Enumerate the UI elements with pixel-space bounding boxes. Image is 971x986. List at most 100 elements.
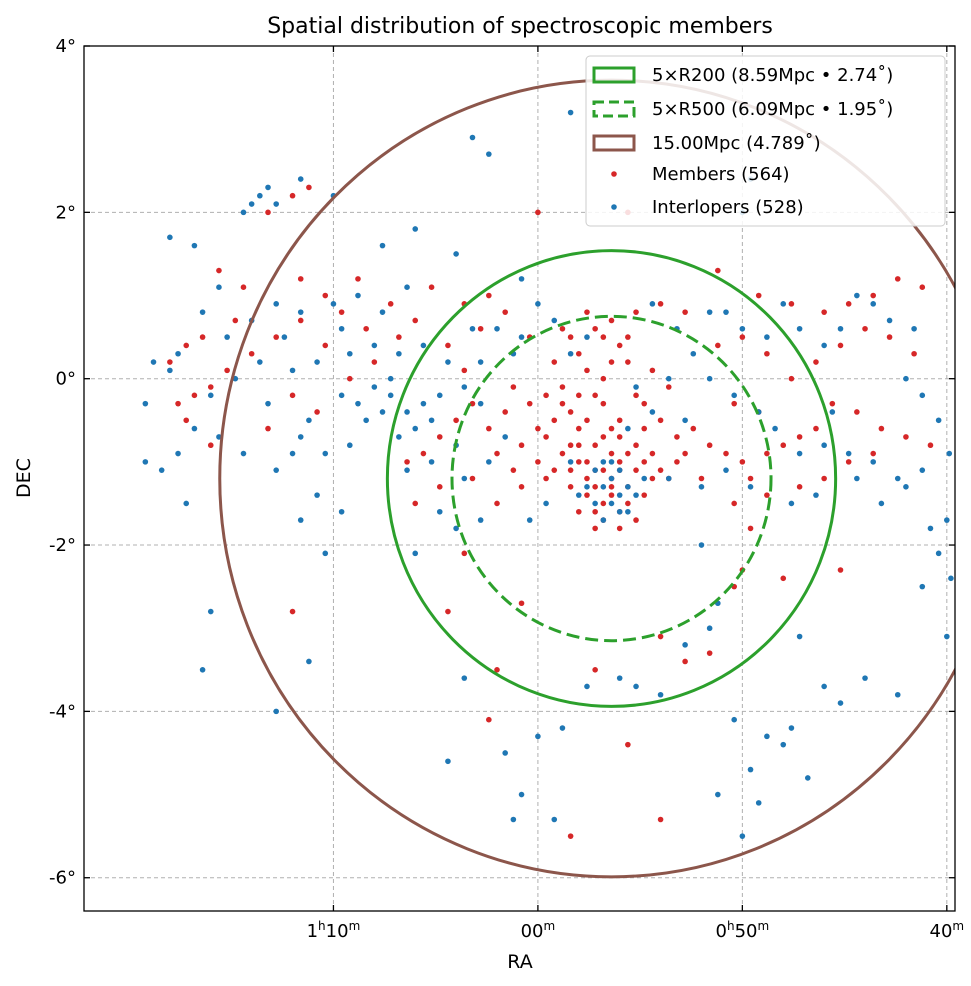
member-point — [813, 425, 819, 432]
member-point — [322, 292, 329, 299]
interloper-point — [518, 791, 525, 798]
member-point — [420, 450, 427, 457]
member-point — [387, 301, 394, 307]
interloper-point — [903, 484, 909, 490]
interloper-point — [453, 251, 459, 257]
member-point — [199, 334, 206, 340]
interloper-point — [150, 359, 157, 365]
interloper-point — [191, 425, 198, 432]
interloper-point — [723, 309, 729, 315]
member-point — [625, 500, 631, 507]
interloper-point — [739, 325, 746, 332]
interloper-point — [404, 467, 410, 473]
member-point — [813, 359, 819, 365]
member-point — [535, 209, 541, 216]
interloper-point — [608, 475, 615, 482]
member-point — [608, 317, 615, 324]
member-point — [690, 425, 697, 432]
legend-swatch — [592, 134, 636, 152]
interloper-point — [788, 725, 795, 731]
member-point — [567, 467, 574, 473]
member-point — [764, 350, 770, 357]
interloper-point — [919, 583, 926, 590]
interloper-point — [804, 775, 811, 781]
interloper-point — [927, 525, 934, 532]
interloper-point — [649, 301, 656, 307]
member-point — [657, 633, 664, 640]
interloper-point — [665, 375, 672, 382]
interloper-point — [813, 492, 819, 498]
interloper-point — [289, 367, 296, 374]
r500-circle — [450, 314, 773, 643]
member-point — [502, 309, 508, 315]
interloper-point — [935, 550, 942, 557]
member-point — [616, 342, 623, 349]
interloper-point — [346, 350, 353, 357]
member-point — [404, 459, 410, 465]
member-point — [461, 367, 468, 374]
interloper-point — [616, 467, 623, 473]
member-point — [346, 375, 353, 382]
member-point — [175, 400, 181, 407]
interloper-point — [862, 675, 868, 681]
legend-label: 5×R200 (8.59Mpc • 2.74˚) — [652, 65, 893, 86]
interloper-point — [690, 350, 697, 357]
interloper-point — [420, 342, 427, 349]
member-point — [469, 475, 476, 482]
interloper-point — [633, 492, 639, 498]
interloper-point — [461, 675, 468, 681]
member-point — [641, 400, 648, 407]
member-point — [510, 384, 517, 390]
interloper-point — [894, 691, 901, 698]
y-tick-label: -6° — [49, 868, 76, 889]
interloper-point — [436, 508, 443, 515]
member-point — [731, 500, 737, 507]
member-point — [739, 459, 746, 465]
interloper-point — [167, 367, 173, 374]
interloper-point — [428, 417, 435, 424]
member-point — [207, 442, 214, 449]
member-point — [608, 492, 615, 498]
interloper-point — [837, 325, 844, 332]
interloper-point — [796, 633, 803, 640]
interloper-point — [706, 375, 713, 382]
member-point — [837, 342, 844, 349]
interloper-point — [944, 517, 950, 523]
x-tick-label: 00m — [521, 919, 556, 942]
interloper-point — [387, 375, 394, 382]
y-tick-label: 0° — [56, 369, 76, 390]
member-point — [453, 417, 459, 424]
member-point — [412, 500, 419, 507]
interloper-point — [412, 425, 419, 432]
interloper-point — [731, 716, 737, 723]
interloper-point — [404, 409, 410, 415]
member-point — [633, 517, 639, 523]
interloper-point — [592, 467, 598, 473]
member-point — [469, 400, 476, 407]
interloper-point — [412, 226, 419, 232]
interloper-point — [616, 508, 623, 515]
member-point — [682, 450, 688, 457]
member-point — [461, 550, 468, 557]
interloper-point — [216, 284, 222, 291]
interloper-point — [142, 459, 149, 465]
member-point — [625, 450, 631, 457]
interloper-point — [551, 816, 558, 823]
interloper-point — [428, 459, 435, 465]
interloper-point — [747, 484, 754, 490]
interloper-point — [584, 683, 590, 690]
member-point — [567, 409, 574, 415]
interloper-point — [477, 400, 484, 407]
interloper-point — [469, 134, 476, 141]
r200-circle — [385, 249, 838, 708]
interloper-point — [338, 508, 345, 515]
interloper-point — [281, 334, 288, 340]
member-point — [715, 342, 721, 349]
member-point — [371, 359, 378, 365]
interloper-point — [273, 708, 279, 715]
interloper-point — [665, 475, 672, 482]
member-point — [633, 442, 639, 449]
interloper-point — [731, 392, 737, 399]
member-point — [600, 375, 607, 382]
member-point — [494, 450, 500, 457]
